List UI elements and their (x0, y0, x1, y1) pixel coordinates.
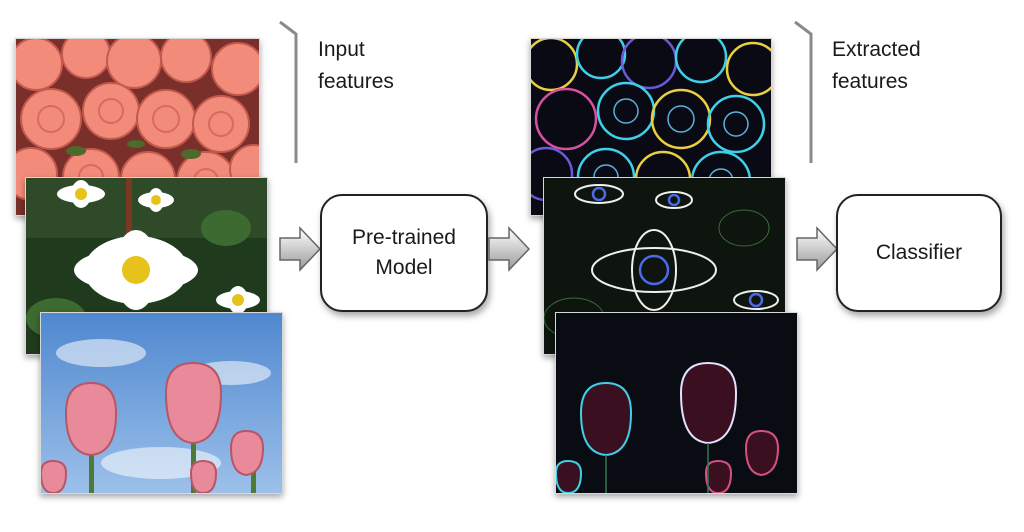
input-features-label: Input features (318, 38, 394, 93)
pretrained-model-box: Pre-trained Model (320, 194, 488, 312)
extracted-features-label: Extracted features (832, 38, 921, 93)
input-bracket (278, 20, 302, 165)
arrow-right-icon (278, 226, 322, 272)
tulip-feature-map-image (555, 312, 798, 494)
classifier-box: Classifier (836, 194, 1002, 312)
extracted-bracket (793, 20, 817, 165)
arrow-right-icon (487, 226, 531, 272)
arrow-right-icon (795, 226, 839, 272)
tulip-input-image (40, 312, 283, 494)
